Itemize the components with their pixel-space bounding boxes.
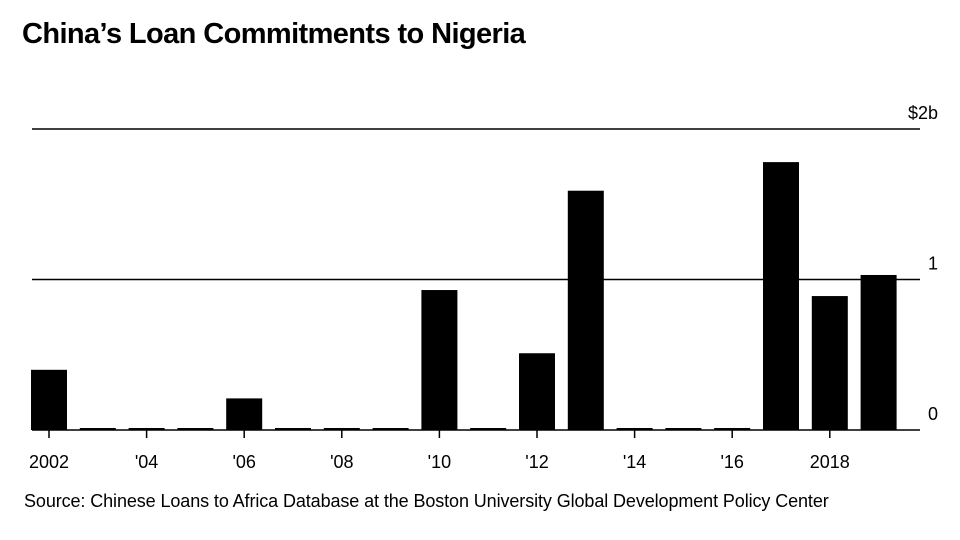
x-tick-label: 2018 bbox=[810, 452, 850, 472]
y-tick-label: 0 bbox=[928, 404, 938, 424]
x-tick-label: '14 bbox=[623, 452, 646, 472]
y-tick-label: $2b bbox=[908, 103, 938, 123]
x-tick-label: '08 bbox=[330, 452, 353, 472]
bar-2011 bbox=[470, 428, 507, 430]
bar-2005 bbox=[177, 428, 214, 430]
bar-2007 bbox=[275, 428, 311, 430]
bars bbox=[31, 162, 897, 431]
bar-2014 bbox=[616, 428, 653, 430]
bar-2003 bbox=[79, 428, 116, 430]
bar-2017 bbox=[763, 162, 799, 431]
x-tick-label: 2002 bbox=[29, 452, 69, 472]
y-tick-label: 1 bbox=[928, 254, 938, 274]
x-tick-label: '10 bbox=[428, 452, 451, 472]
bar-2015 bbox=[665, 428, 702, 430]
bar-2004 bbox=[128, 428, 165, 430]
bar-2008 bbox=[323, 428, 360, 430]
chart-source: Source: Chinese Loans to Africa Database… bbox=[24, 491, 829, 511]
bar-2002 bbox=[31, 369, 67, 430]
x-axis: 2002 '04 '06 '08 '10 '12 '14 '16 2018 bbox=[29, 429, 920, 472]
bar-2006 bbox=[226, 398, 263, 430]
bar-chart: 0 1 $2b 2002 '04 '06 '08 '10 '12 '14 '16 2018 bbox=[29, 103, 938, 472]
x-tick-label: '06 bbox=[232, 452, 255, 472]
bar-2009 bbox=[372, 428, 409, 430]
bar-2010 bbox=[421, 290, 458, 430]
bar-2013 bbox=[567, 190, 604, 430]
x-tick-label: '04 bbox=[135, 452, 158, 472]
bar-2019 bbox=[860, 274, 897, 430]
y-axis-labels: 0 1 $2b bbox=[908, 103, 938, 424]
bar-2016 bbox=[714, 428, 751, 430]
chart-title: China’s Loan Commitments to Nigeria bbox=[22, 18, 526, 50]
bar-2018 bbox=[811, 296, 848, 430]
x-tick-label: '16 bbox=[720, 452, 743, 472]
x-tick-label: '12 bbox=[525, 452, 548, 472]
bar-2012 bbox=[519, 353, 555, 430]
